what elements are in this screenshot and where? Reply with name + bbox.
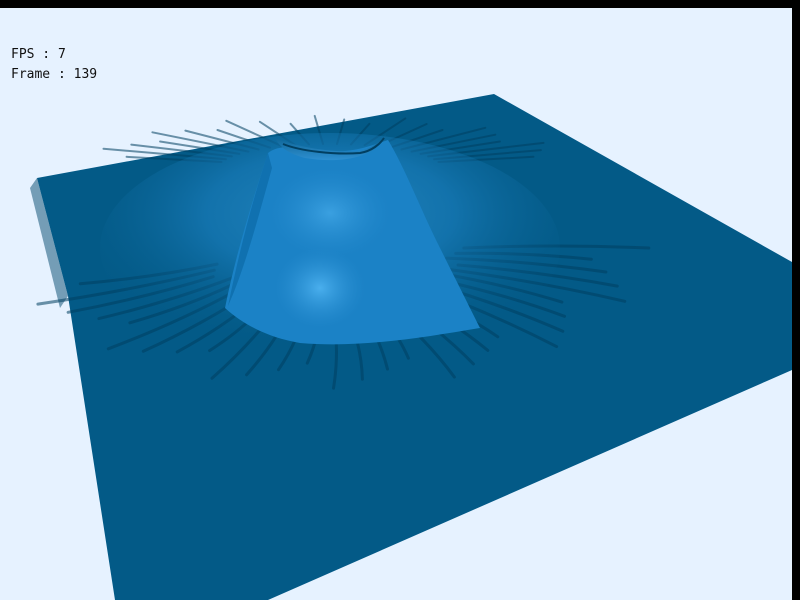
- terrain-scene: [30, 94, 792, 600]
- render-viewport[interactable]: FPS : 7 Frame : 139: [0, 8, 792, 600]
- peak-highlight: [275, 248, 365, 328]
- peak-highlight-upper: [270, 168, 390, 258]
- fps-counter: FPS : 7: [11, 47, 66, 62]
- crater-inner: [282, 137, 385, 155]
- terrain-left-edge: [30, 178, 68, 308]
- peak-left-shadow: [228, 153, 272, 306]
- frame-counter: Frame : 139: [11, 67, 98, 82]
